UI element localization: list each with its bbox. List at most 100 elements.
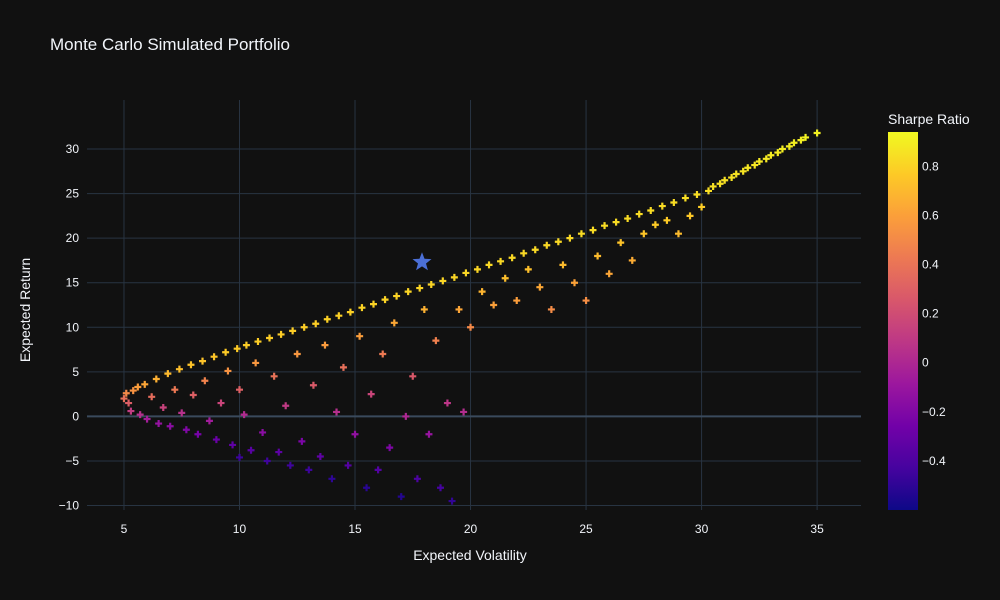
scatter-point [136,411,144,419]
x-tick-label: 5 [121,522,128,536]
scatter-point [210,353,218,361]
scatter-point [381,296,389,304]
scatter-point [647,207,655,215]
scatter-point [439,277,447,285]
scatter-point [127,407,135,415]
grid [87,100,861,510]
scatter-point [141,380,149,388]
scatter-point [194,430,202,438]
max-sharpe-star-marker [412,252,432,271]
scatter-point [312,320,320,328]
scatter-point [242,341,250,349]
scatter-point [374,466,382,474]
scatter-point [323,315,331,323]
scatter-point [774,149,782,157]
scatter-point [397,493,405,501]
scatter-point [134,383,142,391]
y-axis-title: Expected Return [17,258,33,362]
x-tick-label: 25 [579,522,593,536]
scatter-point [432,337,440,345]
scatter-point [171,386,179,394]
scatter-point [159,404,167,411]
scatter-point [460,408,468,416]
scatter-point [390,319,398,327]
scatter-point [333,408,341,416]
scatter-point [797,136,805,144]
scatter-point [698,203,706,211]
x-tick-label: 30 [695,522,709,536]
scatter-point [224,367,232,375]
scatter-point [164,370,172,378]
scatter-point [601,222,609,230]
scatter-point [247,446,255,454]
scatter-point [617,239,625,247]
scatter-point [728,174,736,182]
scatter-point [413,475,421,483]
scatter-point [450,273,458,281]
scatter-point [351,430,359,438]
scatter-point [189,391,197,399]
x-tick-label: 15 [348,522,362,536]
scatter-point [508,254,516,262]
y-tick-label: 0 [72,409,79,423]
x-tick-label: 20 [464,522,478,536]
scatter-point [455,305,463,313]
scatter-point [199,357,207,365]
scatter-point [305,466,313,474]
scatter-point [594,252,602,260]
scatter-points [120,129,821,505]
scatter-point [316,453,324,461]
scatter-point [721,176,729,184]
scatter-point [554,238,562,246]
scatter-point [263,457,271,465]
scatter-point [705,187,713,195]
scatter-point [490,301,498,309]
scatter-point [497,257,505,265]
scatter-point [358,304,366,312]
scatter-point [152,375,160,383]
scatter-point [286,461,294,469]
highlight-layer [412,252,432,271]
colorbar-tick-label: 0.8 [922,159,939,173]
scatter-point [709,182,717,190]
scatter-point [201,377,209,385]
colorbar-title: Sharpe Ratio [888,111,970,127]
scatter-point [187,361,195,369]
scatter-point [328,475,336,483]
scatter-point [129,387,137,395]
scatter-point [120,395,128,403]
scatter-point [513,297,521,305]
scatter-point [182,426,190,434]
scatter-point [674,230,682,238]
y-tick-label: 20 [66,231,80,245]
scatter-point [212,436,220,444]
scatter-point [744,164,752,172]
scatter-point [739,167,747,175]
scatter-point [344,461,352,469]
scatter-point [467,323,475,331]
scatter-point [531,246,539,254]
scatter-point [205,417,213,425]
scatter-point [379,350,387,358]
colorbar-tick-label: 0.2 [922,307,939,321]
scatter-point [420,305,428,313]
scatter-point [612,218,620,226]
scatter-point [559,261,567,269]
scatter-point [289,327,297,335]
scatter-point [571,279,579,287]
scatter-point [524,265,532,273]
scatter-point [270,372,278,380]
scatter-point [448,497,456,505]
scatter-point [229,441,237,449]
scatter-point [363,484,371,492]
scatter-point [547,305,555,313]
y-tick-label: 5 [72,365,79,379]
scatter-point [589,226,597,234]
scatter-point [762,155,770,163]
scatter-point [222,348,230,356]
scatter-point [266,334,274,342]
x-tick-label: 10 [233,522,247,536]
y-tick-label: 30 [66,142,80,156]
colorbar-tick-label: −0.4 [922,454,946,468]
scatter-point [582,297,590,305]
